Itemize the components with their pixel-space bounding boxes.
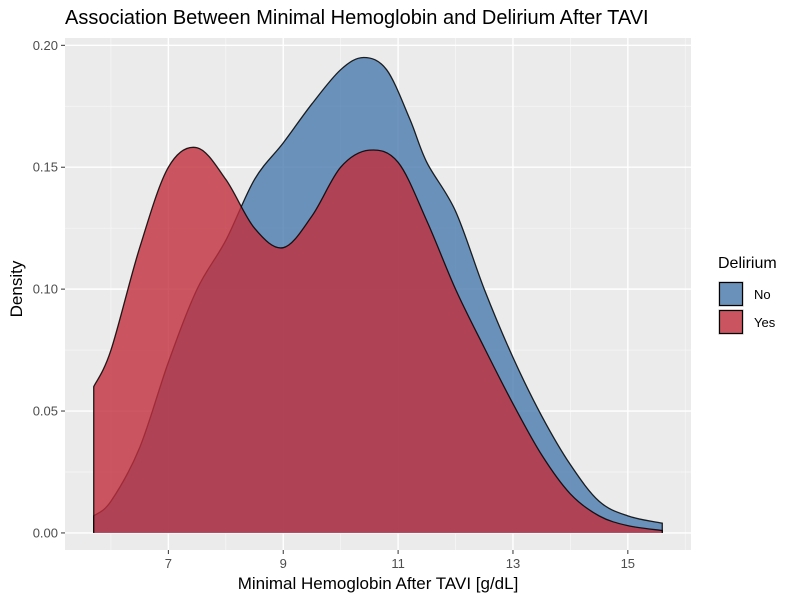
x-axis-title: Minimal Hemoglobin After TAVI [g/dL]: [238, 574, 519, 593]
chart-title: Association Between Minimal Hemoglobin a…: [65, 7, 649, 29]
y-tick-label: 0.20: [33, 38, 58, 53]
density-outline-yes: [93, 146, 663, 533]
legend-label-no: No: [754, 287, 771, 302]
y-tick-label: 0.15: [33, 160, 58, 175]
x-tick-label: 9: [280, 556, 287, 571]
x-tick-label: 7: [165, 556, 172, 571]
density-area-yes: [93, 147, 663, 533]
x-tick-label: 15: [621, 556, 635, 571]
y-tick-label: 0.10: [33, 282, 58, 297]
plot-panel: 7 9 11 13 15 0.00 0.05 0.10 0.15 0.20: [33, 38, 691, 571]
legend: Delirium No Yes: [718, 255, 777, 335]
y-tick-label: 0.05: [33, 404, 58, 419]
legend-swatch-no: [718, 281, 744, 307]
y-axis-title: Density: [7, 260, 26, 317]
y-tick-label: 0.00: [33, 525, 58, 540]
legend-label-yes: Yes: [754, 315, 776, 330]
legend-title: Delirium: [718, 255, 777, 272]
x-tick-label: 11: [391, 556, 405, 571]
x-tick-label: 13: [506, 556, 520, 571]
legend-swatch-yes: [718, 309, 744, 335]
